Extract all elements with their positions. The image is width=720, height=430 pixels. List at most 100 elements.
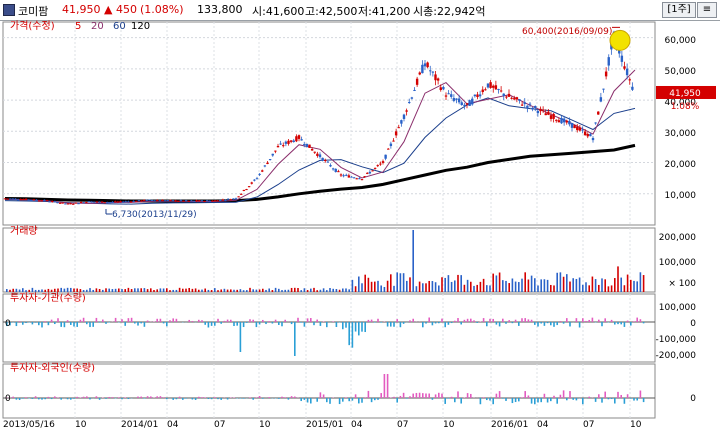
inst-bar <box>460 322 462 325</box>
foreign-tick-0: 0 <box>690 394 696 404</box>
volume-bar <box>108 288 110 292</box>
inst-bar <box>639 319 642 322</box>
y-tick-20000: 20,000 <box>665 160 697 170</box>
volume-bar <box>66 287 69 292</box>
foreign-bar <box>159 396 162 398</box>
foreign-bar <box>434 394 437 398</box>
foreign-bar <box>383 374 386 398</box>
foreign-bar <box>108 396 110 398</box>
foreign-bar <box>329 398 331 404</box>
candle-body <box>300 139 303 141</box>
candle-body <box>560 117 563 124</box>
candle-body <box>439 87 442 90</box>
candle-body <box>408 102 411 104</box>
inst-bar <box>252 319 254 322</box>
inst-bar <box>498 322 501 327</box>
foreign-bar <box>28 398 30 399</box>
inst-bar <box>444 322 446 328</box>
volume-bar <box>332 288 334 292</box>
inst-bar <box>220 322 222 324</box>
volume-bar <box>319 289 322 292</box>
foreign-bar <box>562 390 565 398</box>
volume-bar <box>265 289 267 292</box>
candle-body <box>339 174 343 176</box>
foreign-bar <box>489 398 491 401</box>
inst-bar <box>22 322 24 325</box>
inst-bar <box>89 322 91 328</box>
volume-bar <box>594 279 597 292</box>
foreign-bar <box>118 397 120 398</box>
candle-body <box>513 98 516 100</box>
volume-bar <box>598 284 600 292</box>
volume-bar <box>82 290 85 292</box>
foreign-bar <box>242 398 245 399</box>
volume-bar <box>585 282 587 292</box>
foreign-bar <box>303 398 306 400</box>
foreign-bar <box>367 390 370 398</box>
menu-button[interactable]: ≡ <box>697 2 717 18</box>
inst-tick-neg200000: -200,000 <box>656 351 697 361</box>
volume-bar <box>479 281 482 292</box>
volume-bar <box>508 283 510 292</box>
foreign-bar <box>345 397 347 398</box>
inst-bar <box>578 322 581 328</box>
period-button[interactable]: [1주] <box>662 2 696 18</box>
candle-body <box>274 150 277 152</box>
inst-bar <box>294 322 296 356</box>
volume-bar <box>466 279 469 292</box>
volume-bar <box>614 278 616 292</box>
inst-bar <box>358 322 360 336</box>
inst-bar <box>310 318 312 322</box>
volume-bar <box>249 287 251 292</box>
candle-body <box>208 200 211 202</box>
volume-bar <box>441 277 443 292</box>
volume-bar <box>495 275 498 292</box>
foreign-bar <box>201 397 203 398</box>
volume-bar <box>367 277 370 292</box>
candle-body <box>520 104 524 106</box>
volume-bar <box>252 289 254 292</box>
candle-body <box>597 111 600 115</box>
inst-bar <box>57 318 59 322</box>
candle-body <box>342 175 345 177</box>
volume-bar <box>470 281 472 292</box>
volume-bar <box>329 288 331 292</box>
foreign-bar <box>377 398 379 400</box>
foreign-bar <box>137 396 139 398</box>
inst-bar <box>588 319 590 322</box>
volume-bar <box>511 278 514 292</box>
volume-bar <box>153 289 155 292</box>
candle-body <box>145 199 148 201</box>
foreign-bar <box>50 398 53 400</box>
foreign-bar <box>6 397 8 398</box>
inst-bar <box>246 322 248 323</box>
candle-body <box>289 140 293 142</box>
inst-tick-neg100000: -100,000 <box>656 335 697 345</box>
volume-bar <box>444 277 446 292</box>
candle-body <box>205 200 209 202</box>
volume-bar <box>486 285 488 292</box>
stock-icon[interactable] <box>3 4 15 16</box>
volume-bar <box>610 285 613 292</box>
inst-bar <box>98 322 101 323</box>
inst-bar <box>70 322 72 325</box>
foreign-bar <box>380 393 382 398</box>
candle-body <box>116 201 120 203</box>
foreign-bar <box>415 392 418 398</box>
volume-bar <box>258 289 261 292</box>
candle-body <box>276 145 280 148</box>
candle-body <box>114 201 117 203</box>
inst-bar <box>223 320 226 322</box>
inst-bar <box>463 319 466 322</box>
candle-body <box>389 143 393 147</box>
foreign-bar <box>351 398 354 401</box>
candle-body <box>103 202 106 204</box>
candle-body <box>363 176 366 178</box>
inst-bar <box>585 320 587 322</box>
foreign-bar <box>44 398 46 400</box>
inst-title: 투자자-기관(수량) <box>10 292 86 304</box>
foreign-bar <box>25 397 27 398</box>
foreign-bar <box>310 398 312 404</box>
foreign-bar <box>105 398 107 399</box>
candle-body <box>486 83 490 88</box>
